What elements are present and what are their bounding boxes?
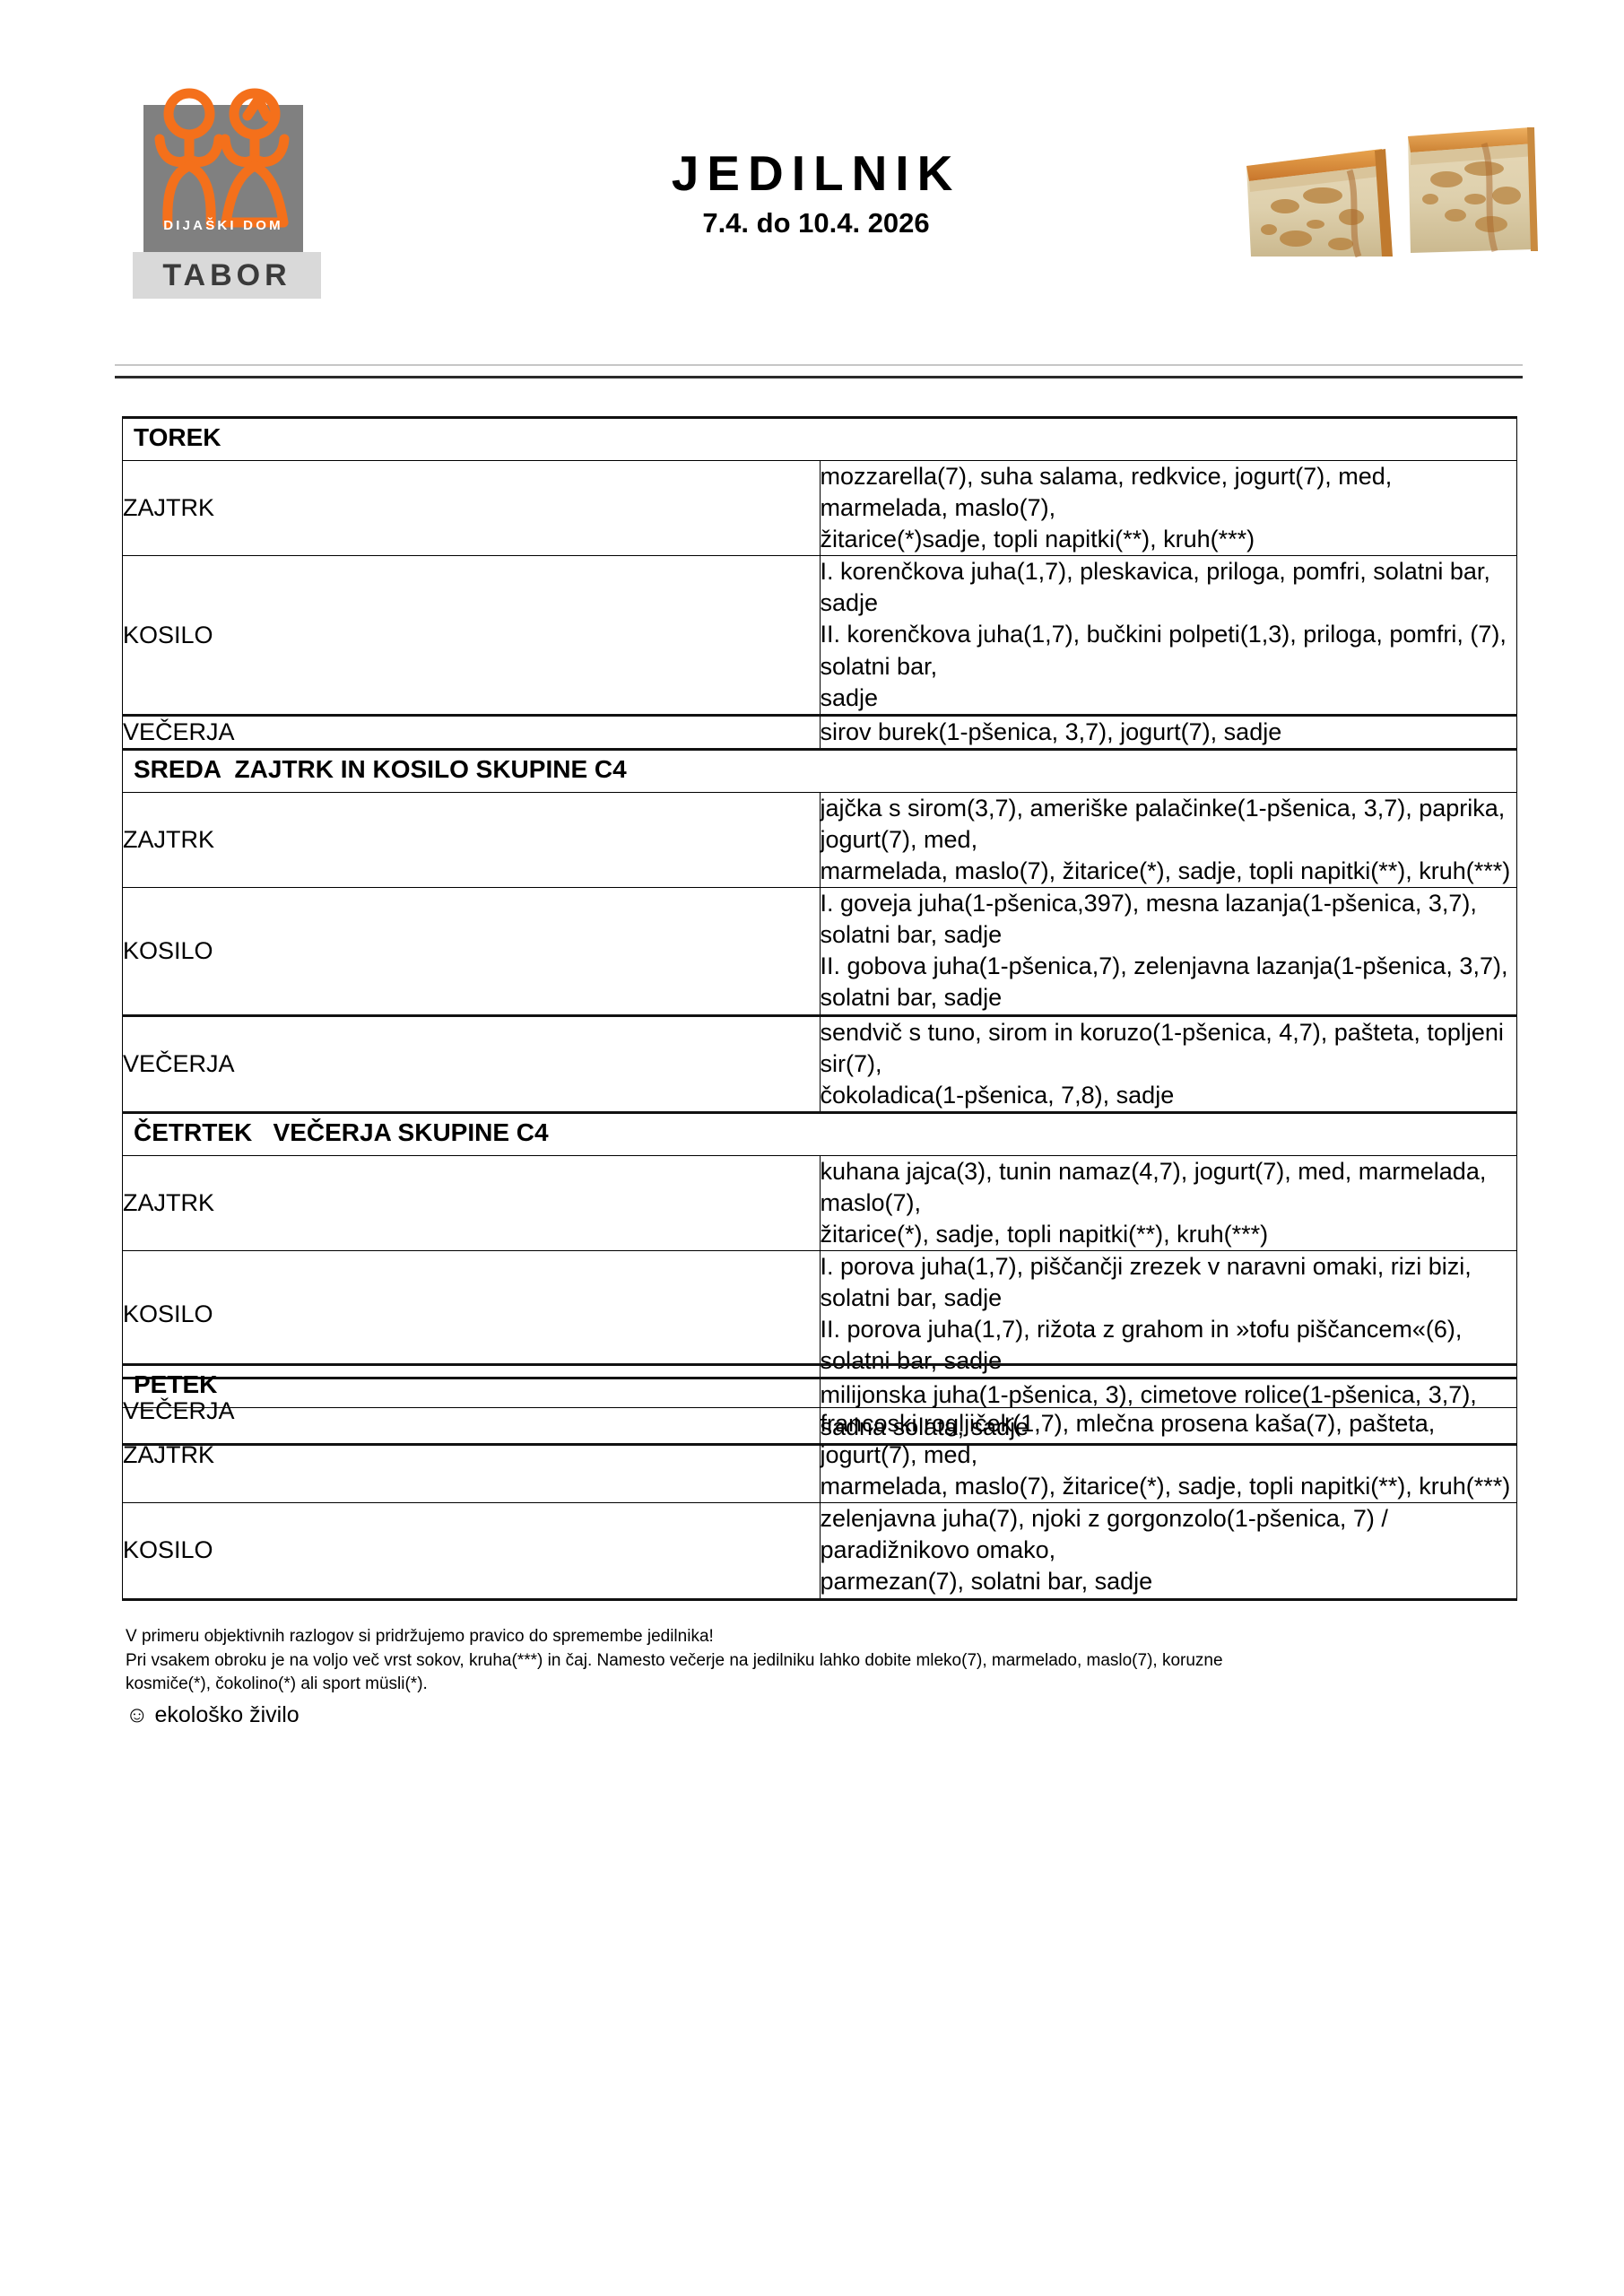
- meal-items: francoski rogljiček(1,7), mlečna prosena…: [821, 1408, 1517, 1502]
- note-line: Pri vsakem obroku je na voljo več vrst s…: [126, 1650, 1223, 1670]
- meal-row: KOSILO I. porova juha(1,7), piščančji zr…: [122, 1250, 1517, 1379]
- school-logo: DIJAŠKI DOM TABOR: [133, 76, 321, 299]
- meal-label: ZAJTRK: [123, 825, 215, 853]
- meal-items: I. goveja juha(1-pšenica,397), mesna laz…: [821, 888, 1517, 1013]
- day-label: ČETRTEK VEČERJA SKUPINE C4: [134, 1118, 549, 1146]
- meal-label-cell: KOSILO: [122, 555, 821, 716]
- day-header-row: ČETRTEK VEČERJA SKUPINE C4: [122, 1110, 1517, 1156]
- meal-line: sadje: [820, 683, 879, 711]
- meal-label-cell: ZAJTRK: [122, 1406, 821, 1504]
- meal-label: ZAJTRK: [123, 494, 215, 522]
- meal-items: sendvič s tuno, sirom in koruzo(1-pšenic…: [821, 1017, 1517, 1111]
- meal-items: zelenjavna juha(7), njoki z gorgonzolo(1…: [821, 1503, 1517, 1597]
- logo-light-bar: [133, 252, 321, 299]
- meal-items-cell: francoski rogljiček(1,7), mlečna prosena…: [819, 1406, 1517, 1504]
- eco-legend: ☺ ekološko živilo: [126, 1702, 1542, 1728]
- meal-line: žitarice(*)sadje, topli napitki(**), kru…: [820, 526, 1255, 553]
- meal-items-cell: zelenjavna juha(7), njoki z gorgonzolo(1…: [819, 1502, 1517, 1601]
- meal-line: sirov burek(1-pšenica, 3,7), jogurt(7), …: [820, 718, 1282, 745]
- meal-items-cell: sirov burek(1-pšenica, 3,7), jogurt(7), …: [819, 713, 1517, 750]
- meal-line: sendvič s tuno, sirom in koruzo(1-pšenic…: [820, 1018, 1504, 1077]
- date-range: 7.4. do 10.4. 2026: [702, 206, 930, 239]
- meal-label: KOSILO: [123, 1536, 213, 1564]
- meal-row: VEČERJA sendvič s tuno, sirom in koruzo(…: [122, 1013, 1517, 1113]
- meal-row: ZAJTRK jajčka s sirom(3,7), ameriške pal…: [122, 791, 1517, 889]
- meal-row: ZAJTRK mozzarella(7), suha salama, redkv…: [122, 459, 1517, 557]
- meal-line: I. porova juha(1,7), piščančji zrezek v …: [820, 1253, 1472, 1312]
- header-divider-dark: [115, 376, 1523, 378]
- meal-items-cell: I. goveja juha(1-pšenica,397), mesna laz…: [819, 887, 1517, 1016]
- meal-line: II. korenčkova juha(1,7), bučkini polpet…: [820, 621, 1507, 680]
- meal-line: I. korenčkova juha(1,7), pleskavica, pri…: [820, 558, 1490, 617]
- meal-items-cell: I. korenčkova juha(1,7), pleskavica, pri…: [819, 555, 1517, 716]
- meal-label-cell: VEČERJA: [122, 713, 821, 750]
- meal-items: sirov burek(1-pšenica, 3,7), jogurt(7), …: [821, 717, 1517, 748]
- menu-table-main: TOREK ZAJTRK mozzarella(7), suha salama,…: [122, 416, 1517, 1446]
- meal-items: I. korenčkova juha(1,7), pleskavica, pri…: [821, 556, 1517, 713]
- meal-label-cell: ZAJTRK: [122, 459, 821, 557]
- eco-legend-label: ekološko živilo: [148, 1701, 300, 1727]
- meal-line: parmezan(7), solatni bar, sadje: [820, 1568, 1153, 1596]
- meal-label: KOSILO: [123, 936, 213, 964]
- logo-tabor-text: TABOR: [162, 258, 291, 292]
- meal-items: kuhana jajca(3), tunin namaz(4,7), jogur…: [821, 1156, 1517, 1250]
- page-header: DIJAŠKI DOM TABOR JEDILNIK 7.4. do 10.4.…: [0, 0, 1624, 345]
- potica-photo: [1215, 81, 1556, 260]
- smiley-icon: ☺: [126, 1701, 149, 1727]
- menu-table-petek: PETEK ZAJTRK francoski rogljiček(1,7), m…: [122, 1363, 1517, 1601]
- day-header-row: PETEK: [122, 1363, 1517, 1408]
- meal-label: VEČERJA: [123, 718, 235, 745]
- meal-label: KOSILO: [123, 621, 213, 648]
- meal-label-cell: KOSILO: [122, 1502, 821, 1601]
- title-block: JEDILNIK 7.4. do 10.4. 2026: [538, 145, 1094, 239]
- meal-row: KOSILO I. goveja juha(1-pšenica,397), me…: [122, 887, 1517, 1016]
- meal-items: jajčka s sirom(3,7), ameriške palačinke(…: [821, 793, 1517, 887]
- meal-line: mozzarella(7), suha salama, redkvice, jo…: [820, 463, 1393, 522]
- meal-line: žitarice(*), sadje, topli napitki(**), k…: [820, 1220, 1269, 1248]
- meal-items-cell: kuhana jajca(3), tunin namaz(4,7), jogur…: [819, 1154, 1517, 1252]
- meal-line: francoski rogljiček(1,7), mlečna prosena…: [820, 1410, 1436, 1469]
- meal-label-cell: KOSILO: [122, 887, 821, 1016]
- meal-label: VEČERJA: [123, 1049, 235, 1077]
- meal-items: I. porova juha(1,7), piščančji zrezek v …: [821, 1251, 1517, 1377]
- day-label: PETEK: [134, 1370, 218, 1398]
- meal-line: II. gobova juha(1-pšenica,7), zelenjavna…: [820, 952, 1508, 1012]
- meal-items-cell: sendvič s tuno, sirom in koruzo(1-pšenic…: [819, 1013, 1517, 1113]
- meal-line: čokoladica(1-pšenica, 7,8), sadje: [820, 1081, 1175, 1109]
- note-line: kosmiče(*), čokolino(*) ali sport müsli(…: [126, 1674, 428, 1694]
- meal-row: ZAJTRK francoski rogljiček(1,7), mlečna …: [122, 1406, 1517, 1504]
- day-header-row: SREDA ZAJTRK IN KOSILO SKUPINE C4: [122, 747, 1517, 793]
- meal-line: I. goveja juha(1-pšenica,397), mesna laz…: [820, 890, 1477, 949]
- logo-dijaski-dom-text: DIJAŠKI DOM: [163, 218, 283, 233]
- meal-label: ZAJTRK: [123, 1441, 215, 1469]
- meal-line: marmelada, maslo(7), žitarice(*), sadje,…: [820, 1473, 1511, 1500]
- footer-notes: V primeru objektivnih razlogov si pridrž…: [126, 1625, 1542, 1728]
- meal-row: ZAJTRK kuhana jajca(3), tunin namaz(4,7)…: [122, 1154, 1517, 1252]
- meal-label-cell: ZAJTRK: [122, 1154, 821, 1252]
- header-divider-light: [115, 364, 1523, 366]
- meal-label: ZAJTRK: [123, 1188, 215, 1216]
- meal-row: VEČERJA sirov burek(1-pšenica, 3,7), jog…: [122, 713, 1517, 750]
- meal-label-cell: VEČERJA: [122, 1013, 821, 1113]
- meal-line: marmelada, maslo(7), žitarice(*), sadje,…: [820, 857, 1511, 885]
- meal-items-cell: jajčka s sirom(3,7), ameriške palačinke(…: [819, 791, 1517, 889]
- meal-items: mozzarella(7), suha salama, redkvice, jo…: [821, 461, 1517, 555]
- day-label: SREDA ZAJTRK IN KOSILO SKUPINE C4: [134, 754, 627, 783]
- page-title: JEDILNIK: [671, 145, 961, 201]
- meal-line: zelenjavna juha(7), njoki z gorgonzolo(1…: [820, 1505, 1388, 1564]
- day-label: TOREK: [134, 423, 221, 451]
- meal-line: jajčka s sirom(3,7), ameriške palačinke(…: [820, 794, 1506, 853]
- day-header-row: TOREK: [122, 416, 1517, 461]
- note-line: V primeru objektivnih razlogov si pridrž…: [126, 1627, 714, 1646]
- meal-row: KOSILO I. korenčkova juha(1,7), pleskavi…: [122, 555, 1517, 716]
- meal-line: kuhana jajca(3), tunin namaz(4,7), jogur…: [820, 1157, 1487, 1216]
- meal-label: KOSILO: [123, 1300, 213, 1327]
- meal-row: KOSILO zelenjavna juha(7), njoki z gorgo…: [122, 1502, 1517, 1601]
- meal-items-cell: mozzarella(7), suha salama, redkvice, jo…: [819, 459, 1517, 557]
- logo-stick-figures-icon: [154, 88, 290, 229]
- meal-label-cell: ZAJTRK: [122, 791, 821, 889]
- meal-items-cell: I. porova juha(1,7), piščančji zrezek v …: [819, 1250, 1517, 1379]
- meal-label-cell: KOSILO: [122, 1250, 821, 1379]
